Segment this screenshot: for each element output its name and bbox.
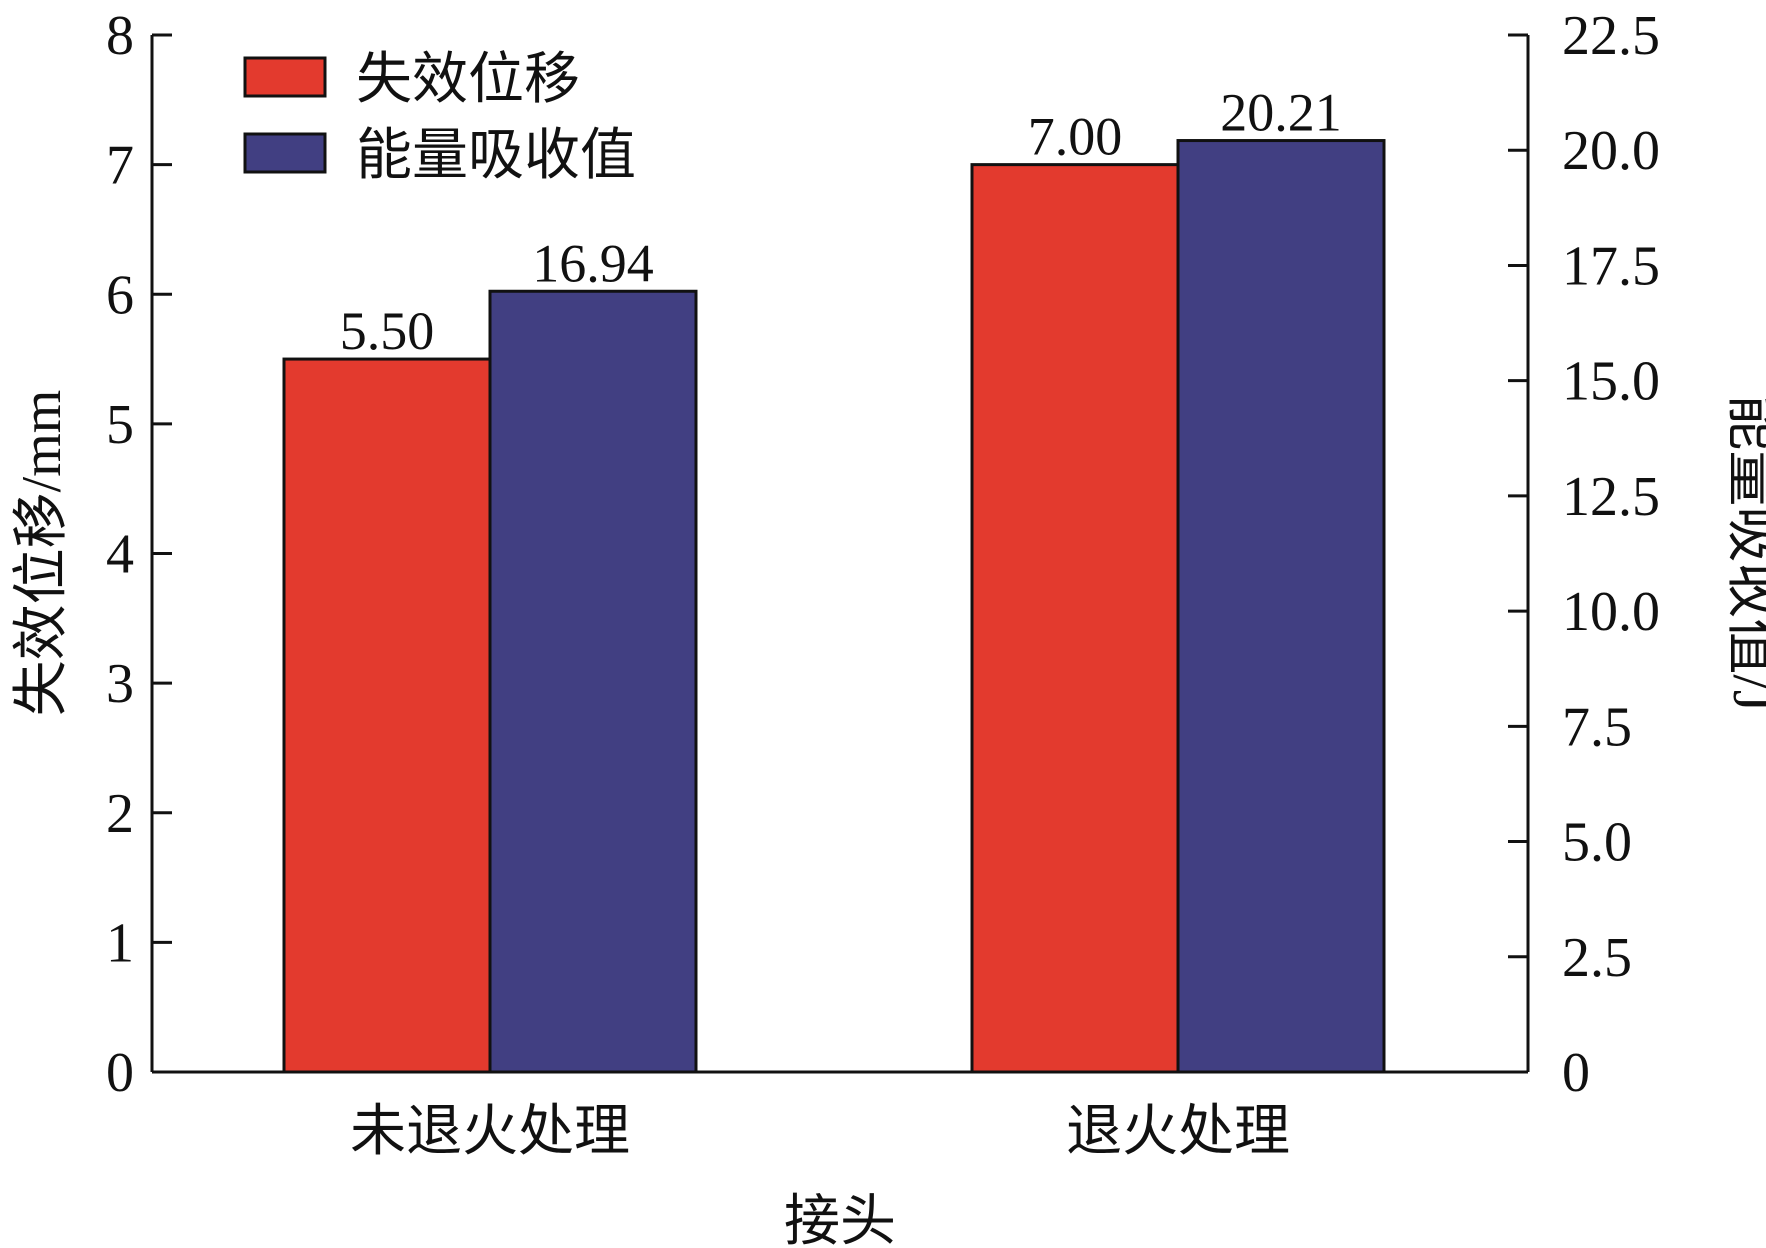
bar-value-label: 7.00 bbox=[1028, 107, 1123, 167]
left-y-tick-label: 8 bbox=[106, 5, 134, 67]
left-y-tick-label: 7 bbox=[106, 135, 134, 197]
legend-label-failure-displacement: 失效位移 bbox=[356, 49, 580, 111]
bars-layer bbox=[282, 139, 1386, 1074]
left-y-tick-label: 2 bbox=[106, 783, 134, 845]
legend-swatch-energy-absorption bbox=[243, 132, 327, 174]
legend: 失效位移 能量吸收值 bbox=[243, 49, 636, 187]
x-category-label: 未退火处理 bbox=[350, 1101, 630, 1163]
right-y-tick-label: 10.0 bbox=[1562, 581, 1660, 643]
right-y-tick-label: 20.0 bbox=[1562, 120, 1660, 182]
left-y-tick-label: 1 bbox=[106, 912, 134, 974]
right-y-tick-label: 5.0 bbox=[1562, 812, 1632, 874]
right-y-axis-title: 能量吸收值/J bbox=[1721, 394, 1766, 711]
right-y-tick-label: 2.5 bbox=[1562, 927, 1632, 989]
left-y-tick-label: 0 bbox=[106, 1042, 134, 1104]
right-y-ticks: 0 2.5 5.0 7.5 10.0 12.5 15.0 17.5 20.0 22.5 bbox=[1508, 5, 1660, 1104]
bar-failure-displacement-2 bbox=[970, 163, 1180, 1074]
legend-label-energy-absorption: 能量吸收值 bbox=[356, 125, 636, 187]
right-y-tick-label: 12.5 bbox=[1562, 466, 1660, 528]
bar-value-label: 5.50 bbox=[340, 301, 435, 361]
data-labels: 5.50 16.94 7.00 20.21 bbox=[340, 83, 1342, 362]
bar-value-label: 20.21 bbox=[1220, 83, 1342, 143]
category-labels: 未退火处理 退火处理 bbox=[350, 1101, 1290, 1163]
left-y-tick-label: 5 bbox=[106, 394, 134, 456]
bar-energy-absorption-2 bbox=[1176, 139, 1386, 1074]
left-y-tick-label: 6 bbox=[106, 264, 134, 326]
bar-energy-absorption-1 bbox=[488, 289, 698, 1074]
left-y-ticks: 0 1 2 3 4 5 6 7 8 bbox=[106, 5, 172, 1104]
right-y-tick-label: 22.5 bbox=[1562, 5, 1660, 67]
right-y-tick-label: 15.0 bbox=[1562, 351, 1660, 413]
right-y-tick-label: 0 bbox=[1562, 1042, 1590, 1104]
x-category-label: 退火处理 bbox=[1066, 1101, 1290, 1163]
bar-value-label: 16.94 bbox=[532, 233, 654, 293]
left-y-tick-label: 3 bbox=[106, 653, 134, 715]
left-y-tick-label: 4 bbox=[106, 524, 134, 586]
left-y-axis-title: 失效位移/mm bbox=[11, 390, 73, 717]
bar-failure-displacement-1 bbox=[282, 357, 492, 1074]
right-y-tick-label: 17.5 bbox=[1562, 235, 1660, 297]
legend-swatch-failure-displacement bbox=[243, 56, 327, 98]
right-y-tick-label: 7.5 bbox=[1562, 696, 1632, 758]
x-axis-title: 接头 bbox=[784, 1191, 896, 1248]
